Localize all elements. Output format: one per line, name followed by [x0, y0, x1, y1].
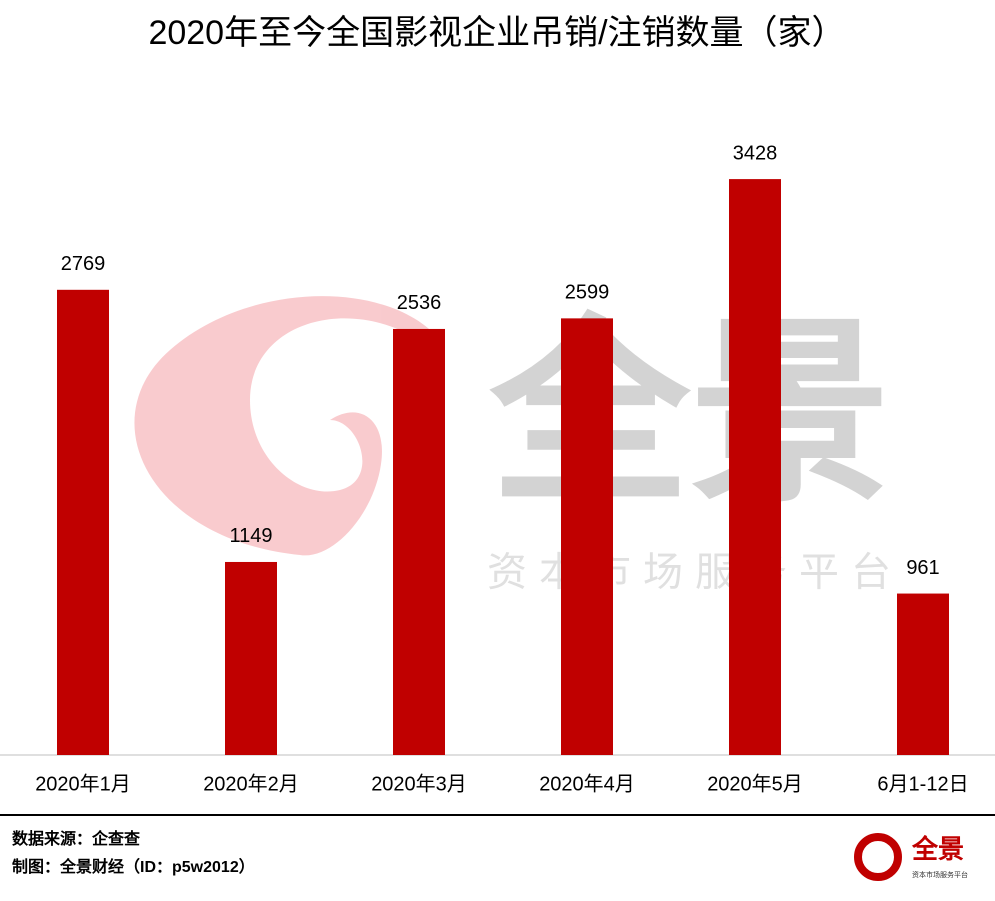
watermark-logo [134, 296, 441, 556]
data-label: 3428 [733, 142, 778, 164]
source-note: 数据来源：企查查 [12, 829, 140, 848]
watermark-brand: 全景 [489, 303, 890, 526]
logo: 全景 资本市场服务平台 [854, 833, 968, 881]
data-label: 2769 [61, 253, 106, 275]
watermark-slogan: 资本市场服务平台 [487, 551, 903, 595]
bar [729, 179, 781, 755]
credit-note: 制图：全景财经（ID：p5w2012） [12, 857, 255, 876]
data-label: 961 [906, 557, 939, 579]
bar [393, 328, 445, 755]
watermark: 全景 资本市场服务平台 [134, 296, 903, 595]
x-tick-label: 2020年4月 [539, 772, 635, 795]
data-label: 1149 [229, 525, 272, 547]
x-tick-label: 2020年5月 [707, 772, 803, 795]
bar [561, 318, 613, 755]
logo-mark [854, 833, 902, 881]
x-tick-label: 6月1-12日 [877, 773, 968, 795]
bar [225, 561, 277, 755]
chart-title: 2020年至今全国影视企业吊销/注销数量（家） [148, 14, 845, 52]
logo-slogan: 资本市场服务平台 [912, 870, 968, 879]
bar [57, 289, 109, 755]
x-tick-label: 2020年2月 [203, 772, 299, 795]
data-label: 2599 [565, 282, 610, 304]
x-tick-label: 2020年3月 [371, 772, 467, 795]
x-tick-label: 2020年1月 [35, 772, 131, 795]
bar [897, 593, 949, 755]
logo-brand: 全景 [911, 834, 964, 864]
data-label: 2536 [397, 292, 442, 314]
